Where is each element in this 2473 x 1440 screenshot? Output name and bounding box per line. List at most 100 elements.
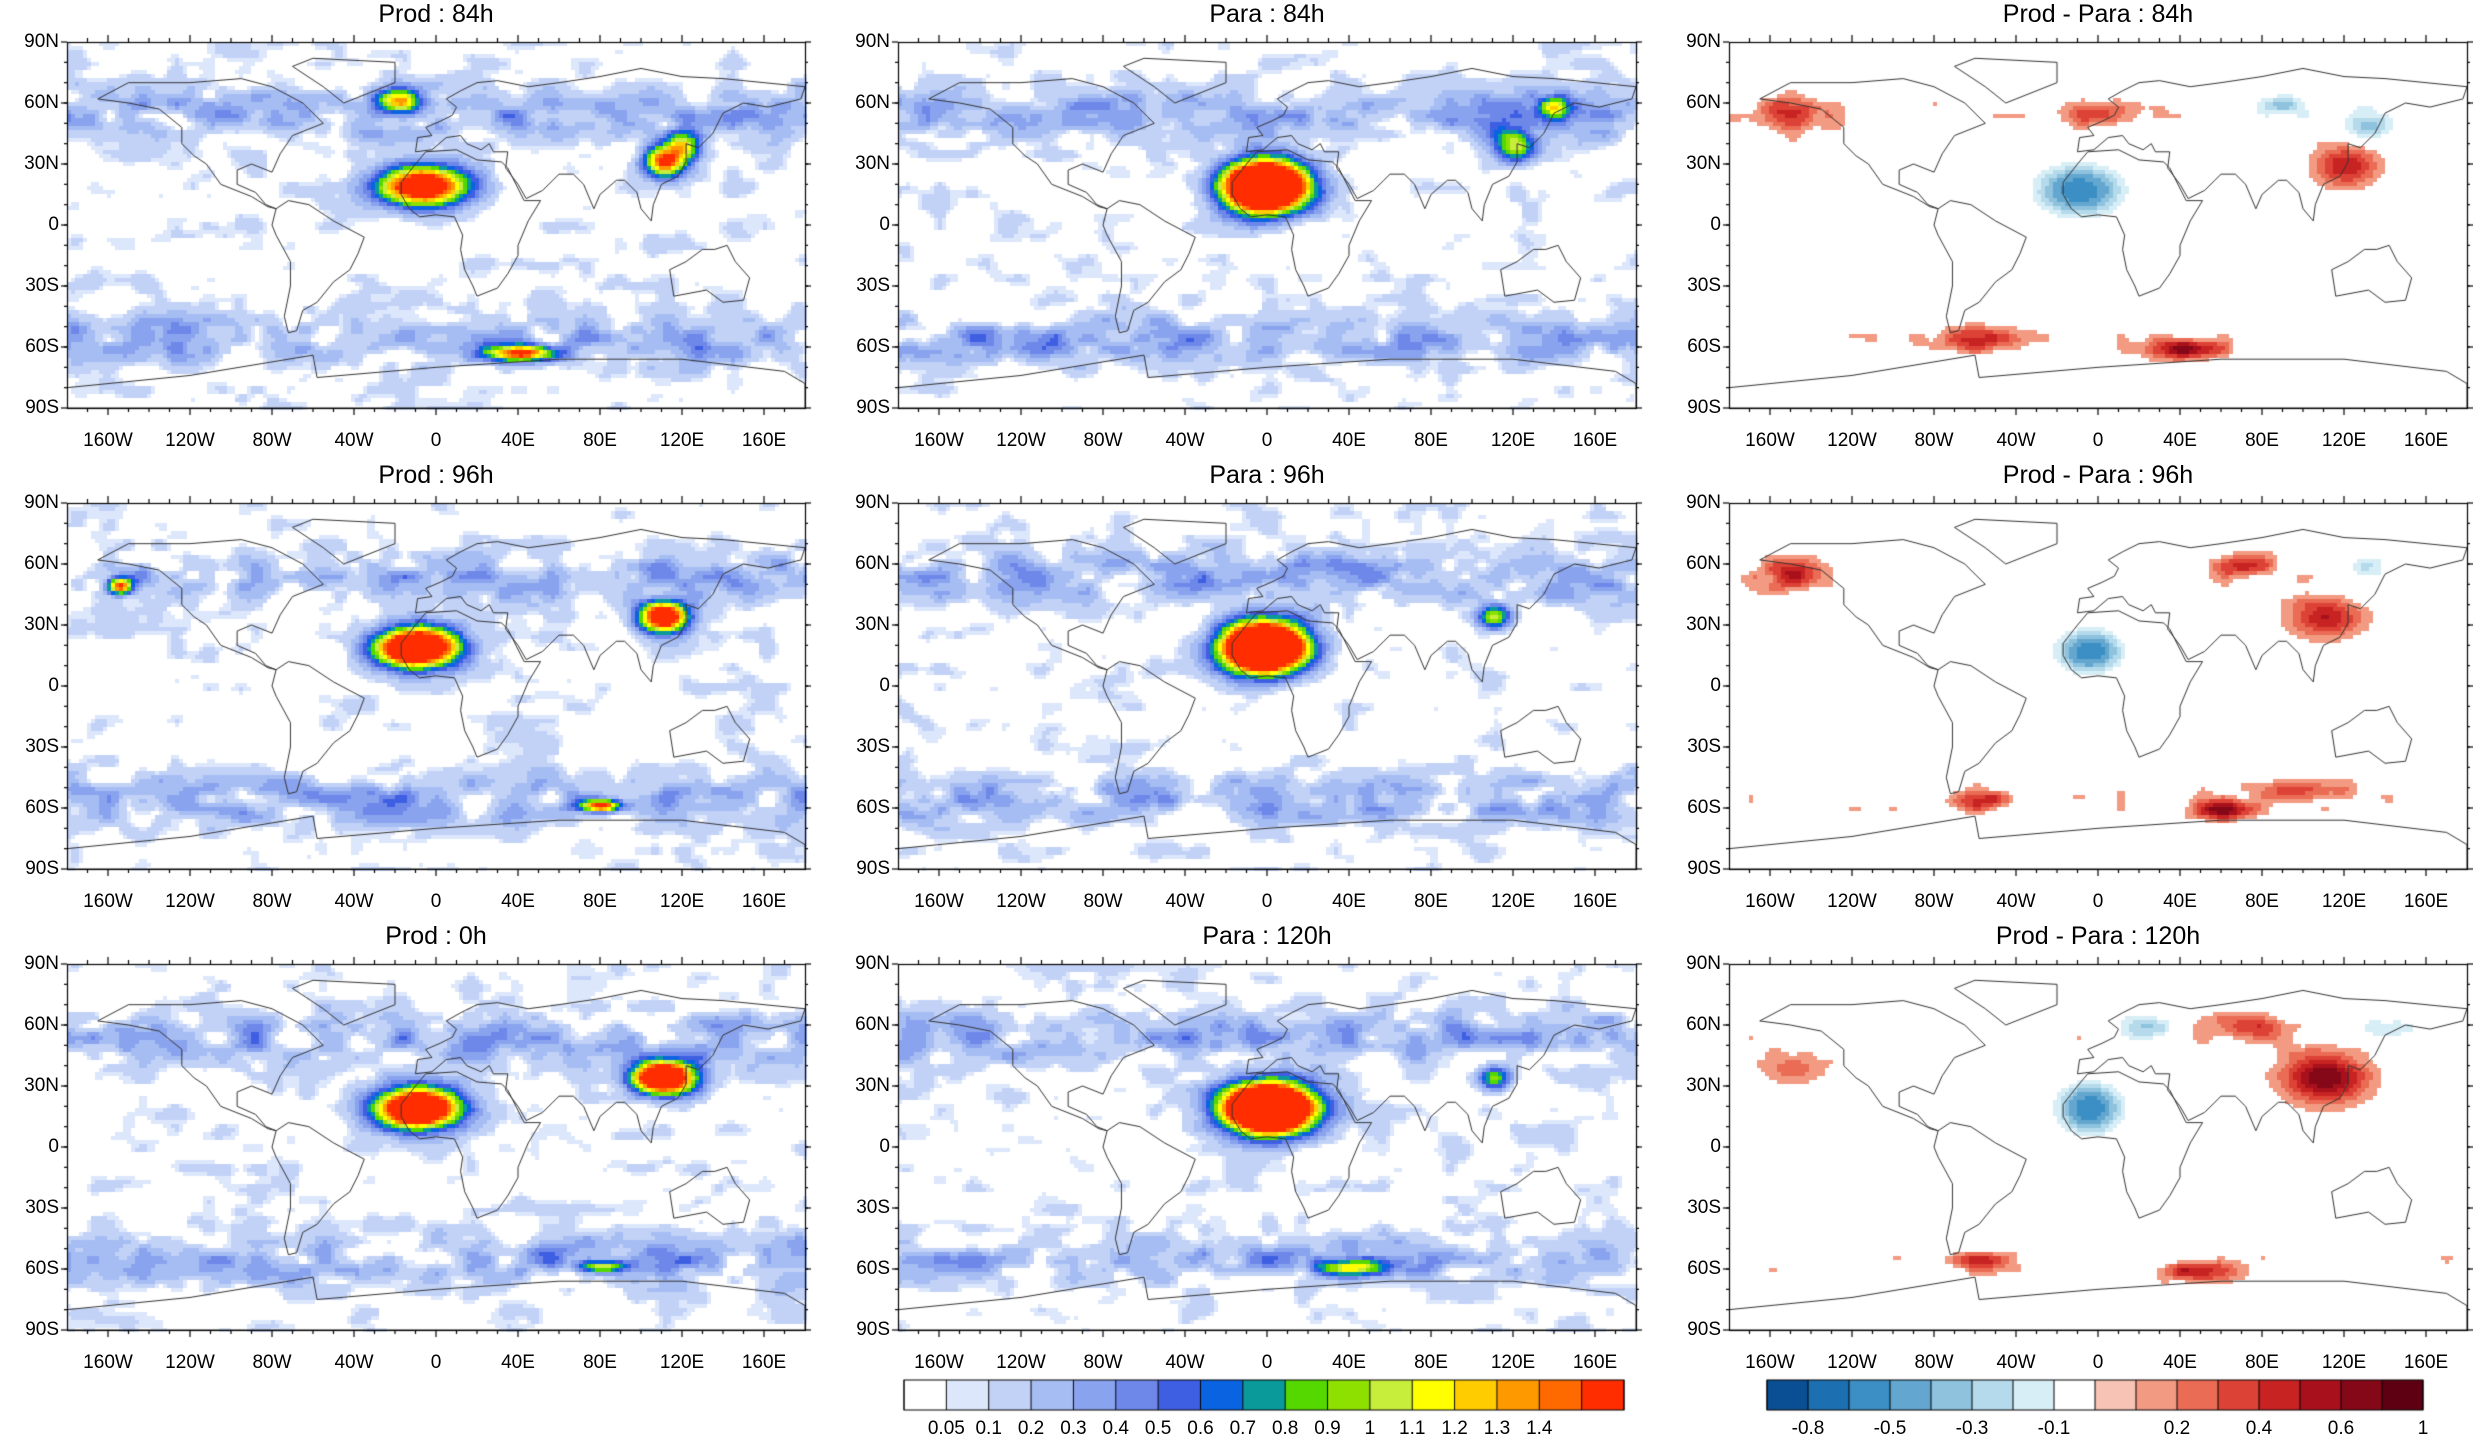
- lon-label: 0: [430, 891, 442, 912]
- lat-label: 60S: [856, 336, 890, 357]
- lon-label: 0: [430, 1352, 442, 1373]
- lon-label: 120W: [165, 430, 215, 451]
- lon-label: 40W: [334, 430, 374, 451]
- lat-label: 60N: [1686, 92, 1721, 113]
- lat-label: 30N: [855, 153, 890, 174]
- lat-label: 90N: [855, 31, 890, 52]
- lat-label: 30N: [1686, 1075, 1721, 1096]
- lat-label: 30S: [25, 736, 59, 757]
- lon-label: 120W: [996, 891, 1046, 912]
- lat-label: 0: [1710, 675, 1721, 696]
- lon-label: 120E: [659, 891, 705, 912]
- colorbar-label: -0.1: [2037, 1418, 2071, 1439]
- lon-label: 40E: [501, 430, 535, 451]
- lat-label: 0: [48, 1136, 59, 1157]
- lon-label: 0: [2092, 430, 2104, 451]
- lon-label: 40E: [1332, 430, 1366, 451]
- lon-label: 40E: [2163, 1352, 2197, 1373]
- lat-label: 90N: [855, 492, 890, 513]
- lat-label: 60S: [1687, 797, 1721, 818]
- lon-label: 120E: [659, 1352, 705, 1373]
- lat-label: 0: [879, 1136, 890, 1157]
- lon-label: 120E: [1490, 891, 1536, 912]
- lat-label: 90N: [1686, 31, 1721, 52]
- colorbar-label: 1.3: [1483, 1418, 1511, 1439]
- lon-label: 160E: [2403, 891, 2449, 912]
- lat-label: 30S: [1687, 736, 1721, 757]
- lon-label: 120W: [1827, 891, 1877, 912]
- panel-title: Prod : 96h: [378, 461, 494, 489]
- lon-label: 160E: [2403, 430, 2449, 451]
- lon-label: 80E: [2245, 891, 2279, 912]
- colorbar-label: 0.3: [1060, 1418, 1087, 1439]
- lat-label: 60N: [24, 92, 59, 113]
- lat-label: 30N: [1686, 614, 1721, 635]
- lon-label: 40W: [1165, 891, 1205, 912]
- colorbar-label: 1: [2417, 1418, 2429, 1439]
- lon-label: 40E: [501, 891, 535, 912]
- lon-label: 160W: [914, 1352, 964, 1373]
- lon-label: 120E: [2321, 1352, 2367, 1373]
- lat-label: 60S: [856, 1258, 890, 1279]
- colorbar-label: 1: [1364, 1418, 1376, 1439]
- lat-label: 60N: [24, 553, 59, 574]
- lon-label: 120W: [165, 1352, 215, 1373]
- lon-label: 120E: [1490, 1352, 1536, 1373]
- lat-label: 60S: [856, 797, 890, 818]
- lon-label: 80W: [252, 1352, 292, 1373]
- lon-label: 120E: [2321, 430, 2367, 451]
- colorbar-label: 0.1: [975, 1418, 1002, 1439]
- lon-label: 0: [1261, 430, 1273, 451]
- lon-label: 160E: [1572, 430, 1618, 451]
- lon-label: 160W: [83, 1352, 133, 1373]
- colorbar-label: 0.8: [1271, 1418, 1299, 1439]
- lon-label: 80E: [583, 430, 617, 451]
- lat-label: 90S: [856, 397, 890, 418]
- lon-label: 40W: [1165, 430, 1205, 451]
- lat-label: 0: [879, 214, 890, 235]
- lat-label: 0: [48, 675, 59, 696]
- panel-title: Para : 120h: [1202, 922, 1332, 950]
- lon-label: 40W: [1996, 430, 2036, 451]
- lat-label: 90S: [25, 397, 59, 418]
- lon-label: 40W: [1165, 1352, 1205, 1373]
- lon-label: 80W: [1083, 430, 1123, 451]
- lat-label: 60S: [1687, 336, 1721, 357]
- lat-label: 60N: [1686, 1014, 1721, 1035]
- lon-label: 0: [1261, 891, 1273, 912]
- lon-label: 40W: [334, 891, 374, 912]
- panel-title: Prod : 84h: [378, 0, 494, 28]
- lon-label: 80W: [252, 891, 292, 912]
- lat-label: 30S: [856, 275, 890, 296]
- lon-label: 160E: [741, 891, 787, 912]
- lon-label: 80E: [583, 1352, 617, 1373]
- lat-label: 30N: [24, 1075, 59, 1096]
- lon-label: 0: [2092, 891, 2104, 912]
- lat-label: 30S: [25, 275, 59, 296]
- lat-label: 30N: [1686, 153, 1721, 174]
- panel-title: Prod - Para : 96h: [2002, 461, 2194, 489]
- lon-label: 80W: [1914, 1352, 1954, 1373]
- lat-label: 60S: [25, 797, 59, 818]
- lon-label: 160W: [914, 430, 964, 451]
- lat-label: 60N: [855, 553, 890, 574]
- colorbar-label: 0.6: [1187, 1418, 1214, 1439]
- lon-label: 120W: [996, 430, 1046, 451]
- lat-label: 30N: [24, 614, 59, 635]
- lat-label: 30S: [25, 1197, 59, 1218]
- lon-label: 0: [1261, 1352, 1273, 1373]
- lat-label: 90S: [856, 1319, 890, 1340]
- colorbar-label: 0.7: [1229, 1418, 1257, 1439]
- panel-title: Prod - Para : 120h: [1995, 922, 2201, 950]
- lon-label: 80E: [2245, 430, 2279, 451]
- lat-label: 0: [48, 214, 59, 235]
- lon-label: 160E: [1572, 891, 1618, 912]
- colorbar-label: 0.05: [927, 1418, 965, 1439]
- colorbar-label: -0.3: [1955, 1418, 1989, 1439]
- lon-label: 160W: [1745, 891, 1795, 912]
- lat-label: 30N: [24, 153, 59, 174]
- lat-label: 60S: [1687, 1258, 1721, 1279]
- panel-title: Para : 84h: [1209, 0, 1325, 28]
- lat-label: 60N: [855, 92, 890, 113]
- lon-label: 40E: [2163, 891, 2197, 912]
